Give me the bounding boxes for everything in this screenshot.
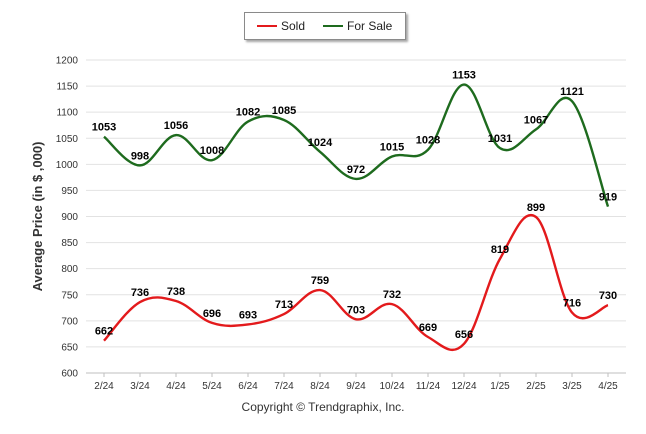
y-tick-label: 1050 — [56, 134, 79, 145]
data-label-for-sale: 1067 — [524, 114, 548, 126]
data-label-sold: 899 — [527, 202, 545, 214]
series-line-sold — [103, 213, 609, 351]
data-label-sold: 669 — [419, 322, 437, 334]
data-label-for-sale: 1121 — [560, 86, 584, 98]
y-tick-label: 950 — [61, 186, 78, 197]
legend-swatch-sold — [257, 25, 277, 27]
series-line-for-sale — [103, 83, 610, 207]
x-tick-label: 6/24 — [238, 381, 258, 392]
x-tick-label: 1/25 — [490, 381, 510, 392]
data-label-sold: 730 — [599, 290, 617, 302]
x-tick-label: 12/24 — [451, 381, 476, 392]
data-label-sold: 759 — [311, 275, 329, 287]
data-label-sold: 732 — [383, 289, 401, 301]
data-label-for-sale: 998 — [131, 150, 149, 162]
data-label-for-sale: 1153 — [452, 70, 476, 82]
data-label-for-sale: 1008 — [200, 145, 224, 157]
x-tick-label: 2/24 — [94, 381, 114, 392]
data-label-for-sale: 1053 — [92, 122, 116, 134]
y-tick-label: 1000 — [56, 160, 79, 171]
x-tick-label: 2/25 — [526, 381, 546, 392]
y-tick-label: 900 — [61, 212, 78, 223]
legend-label-for-sale: For Sale — [347, 19, 393, 33]
y-tick-label: 850 — [61, 238, 78, 249]
data-label-sold: 713 — [275, 299, 293, 311]
data-label-sold: 693 — [239, 309, 257, 321]
data-label-for-sale: 1015 — [380, 142, 404, 154]
data-label-for-sale: 1056 — [164, 120, 188, 132]
y-tick-label: 1100 — [56, 108, 78, 119]
data-label-for-sale: 1024 — [308, 137, 333, 149]
y-tick-label: 700 — [61, 316, 78, 327]
x-tick-label: 3/24 — [130, 381, 150, 392]
x-tick-label: 9/24 — [346, 381, 366, 392]
x-tick-label: 4/25 — [598, 381, 618, 392]
x-tick-label: 3/25 — [562, 381, 582, 392]
copyright: Copyright © Trendgraphix, Inc. — [241, 400, 405, 414]
y-tick-label: 650 — [61, 342, 78, 353]
x-tick-label: 5/24 — [202, 381, 222, 392]
data-label-for-sale: 1031 — [488, 133, 512, 145]
x-tick-label: 10/24 — [379, 381, 404, 392]
x-tick-label: 11/24 — [416, 381, 441, 392]
y-tick-label: 600 — [61, 369, 78, 380]
data-label-sold: 662 — [95, 326, 113, 338]
x-tick-label: 4/24 — [166, 381, 186, 392]
data-label-sold: 716 — [563, 297, 581, 309]
data-label-sold: 736 — [131, 287, 149, 299]
data-label-for-sale: 1082 — [236, 107, 260, 119]
data-label-for-sale: 1028 — [416, 135, 440, 147]
data-label-sold: 656 — [455, 329, 473, 341]
data-label-sold: 703 — [347, 304, 365, 316]
y-tick-label: 800 — [61, 264, 78, 275]
data-label-sold: 696 — [203, 308, 221, 320]
y-tick-label: 750 — [61, 290, 78, 301]
y-tick-label: 1200 — [56, 56, 79, 67]
data-label-for-sale: 1085 — [272, 105, 296, 117]
data-label-sold: 738 — [167, 286, 185, 298]
data-label-for-sale: 919 — [599, 192, 617, 204]
x-tick-label: 8/24 — [310, 381, 330, 392]
legend-swatch-for-sale — [323, 25, 343, 27]
data-label-sold: 819 — [491, 244, 509, 256]
data-label-for-sale: 972 — [347, 164, 365, 176]
y-axis-label: Average Price (in $ ,000) — [30, 142, 45, 292]
legend-label-sold: Sold — [281, 19, 306, 33]
x-tick-label: 7/24 — [274, 381, 294, 392]
y-tick-label: 1150 — [56, 82, 78, 93]
legend: Sold For Sale — [244, 12, 406, 40]
